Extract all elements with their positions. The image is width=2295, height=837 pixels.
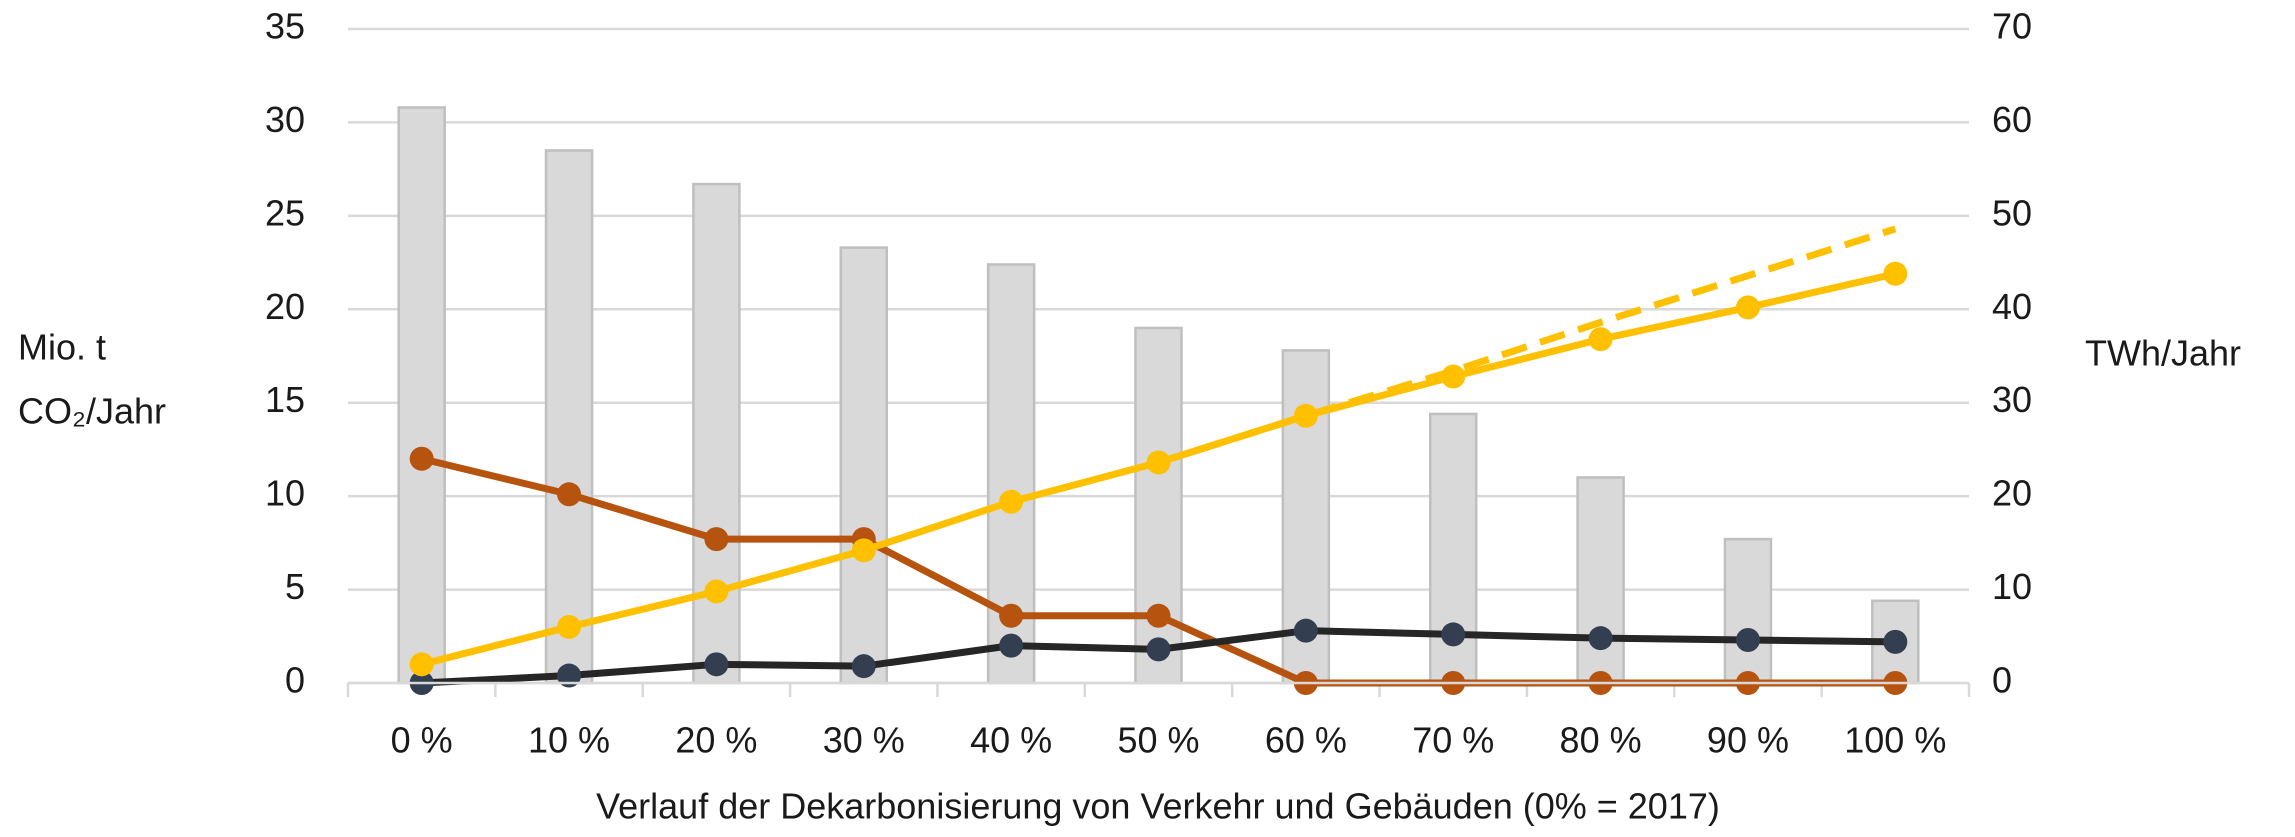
x-tick-label: 100 % <box>1844 720 1946 761</box>
marker <box>409 446 434 471</box>
marker <box>557 482 582 507</box>
y-axis-title: Mio. t <box>18 327 106 368</box>
bar <box>397 106 446 685</box>
marker <box>1588 327 1613 352</box>
y-tick-label: 0 <box>285 660 305 701</box>
y-axis-title: CO₂/Jahr <box>18 391 166 432</box>
y2-tick-label: 10 <box>1992 566 2032 607</box>
x-tick-label: 50 % <box>1117 720 1199 761</box>
y-tick-label: 5 <box>285 566 305 607</box>
marker <box>999 603 1024 628</box>
x-tick-label: 10 % <box>528 720 610 761</box>
marker <box>1735 628 1760 653</box>
bar <box>839 246 889 685</box>
x-tick-label: 20 % <box>675 720 757 761</box>
marker <box>851 654 876 679</box>
marker <box>1293 403 1318 428</box>
x-axis-title: Verlauf der Dekarbonisierung von Verkehr… <box>596 786 1720 827</box>
x-tick-label: 70 % <box>1412 720 1494 761</box>
marker <box>1146 450 1171 475</box>
marker <box>1293 618 1318 643</box>
bar <box>1134 326 1183 685</box>
marker <box>1588 626 1613 651</box>
marker <box>704 579 729 604</box>
y2-tick-label: 0 <box>1992 660 2012 701</box>
x-tick-label: 60 % <box>1265 720 1347 761</box>
marker <box>409 652 434 677</box>
x-tick-label: 80 % <box>1560 720 1642 761</box>
y2-tick-label: 40 <box>1992 286 2032 327</box>
marker <box>1883 629 1908 654</box>
y-tick-label: 25 <box>265 192 305 233</box>
marker <box>999 489 1024 514</box>
y2-tick-label: 50 <box>1992 192 2032 233</box>
marker <box>851 538 876 563</box>
marker <box>1735 295 1760 320</box>
y-tick-label: 15 <box>265 379 305 420</box>
x-tick-label: 40 % <box>970 720 1052 761</box>
marker <box>1883 261 1908 286</box>
marker <box>557 663 582 688</box>
bar <box>1723 537 1773 685</box>
marker <box>704 652 729 677</box>
bar <box>1576 476 1625 685</box>
y-tick-label: 35 <box>265 6 305 47</box>
marker <box>1441 622 1466 647</box>
y2-tick-label: 20 <box>1992 473 2032 514</box>
y-tick-label: 10 <box>265 473 305 514</box>
x-tick-label: 0 % <box>391 720 453 761</box>
y2-tick-label: 60 <box>1992 99 2032 140</box>
y-tick-label: 30 <box>265 99 305 140</box>
y2-tick-label: 70 <box>1992 6 2032 47</box>
marker <box>1441 364 1466 389</box>
x-tick-label: 30 % <box>823 720 905 761</box>
y2-tick-label: 30 <box>1992 379 2032 420</box>
bar <box>692 182 741 685</box>
y2-axis-title: TWh/Jahr <box>2085 333 2241 374</box>
x-tick-label: 90 % <box>1707 720 1789 761</box>
marker <box>1146 603 1171 628</box>
marker <box>557 614 582 639</box>
marker <box>704 527 729 552</box>
y-tick-label: 20 <box>265 286 305 327</box>
marker <box>1146 637 1171 662</box>
marker <box>999 633 1024 658</box>
bar <box>544 149 594 685</box>
